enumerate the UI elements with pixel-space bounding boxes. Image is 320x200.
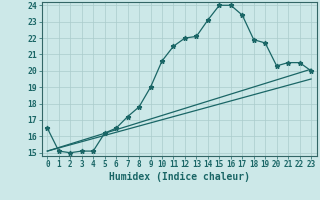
X-axis label: Humidex (Indice chaleur): Humidex (Indice chaleur) (109, 172, 250, 182)
